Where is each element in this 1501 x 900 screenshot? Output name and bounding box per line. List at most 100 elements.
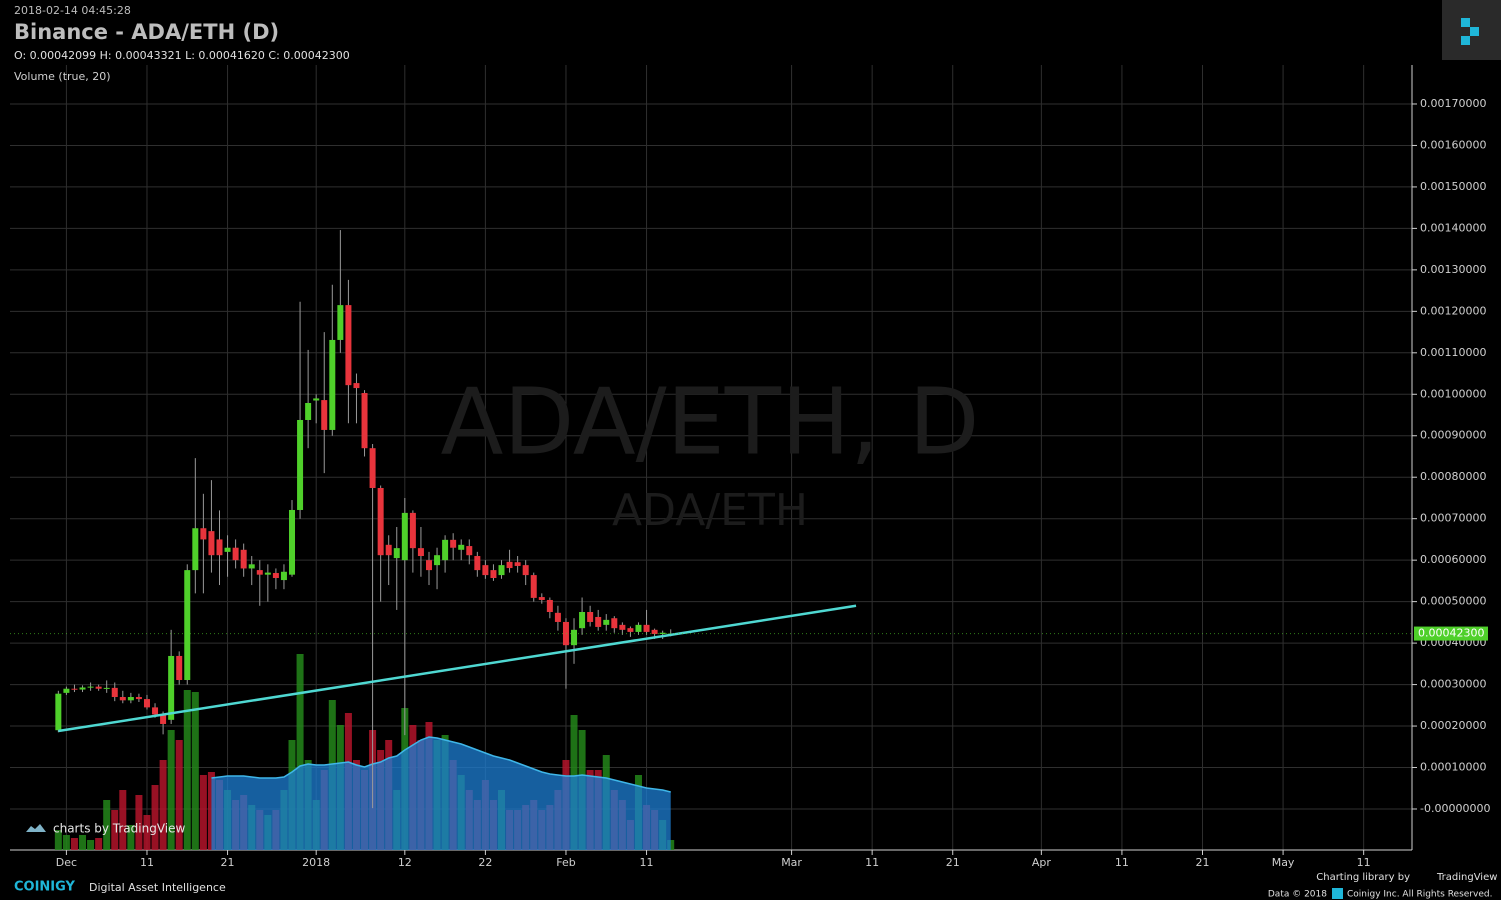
x-tick-label: 11	[640, 856, 654, 869]
candle-body	[184, 570, 191, 681]
candle-body	[619, 624, 626, 630]
candle-body	[192, 528, 199, 571]
candle-body	[442, 539, 449, 561]
candle-body	[514, 562, 521, 566]
candle-body	[393, 548, 400, 559]
x-tick-label: 22	[478, 856, 492, 869]
candle-body	[208, 531, 215, 556]
trendline	[58, 604, 857, 733]
candle-body	[369, 448, 376, 489]
volume-bar	[199, 775, 207, 850]
volume-bar	[183, 690, 191, 850]
volume-bar	[62, 835, 70, 850]
candle-body	[579, 611, 586, 629]
candle-body	[498, 565, 505, 576]
volume-ma-line	[211, 736, 671, 793]
candle-body	[603, 619, 610, 625]
tv-icon	[26, 824, 46, 832]
candle-body	[562, 621, 569, 646]
chart-title: Binance - ADA/ETH (D)	[14, 20, 279, 44]
candle-body	[474, 556, 481, 571]
candle-body	[417, 548, 424, 557]
tagline: Digital Asset Intelligence	[89, 881, 226, 894]
candle-body	[538, 597, 545, 600]
x-tick-label: 12	[398, 856, 412, 869]
volume-bar	[70, 838, 78, 850]
watermark-sub: ADA/ETH	[612, 485, 808, 536]
timestamp: 2018-02-14 04:45:28	[14, 4, 131, 17]
candle-body	[522, 565, 529, 576]
y-tick-label: 0.00060000	[1420, 553, 1486, 566]
logo-block	[1461, 18, 1470, 27]
y-tick-label: 0.00050000	[1420, 595, 1486, 608]
y-tick-label: 0.00140000	[1420, 221, 1486, 234]
candle-body	[160, 714, 167, 724]
candle-body	[361, 393, 368, 449]
candle-body	[546, 599, 553, 612]
volume-bar	[79, 835, 87, 850]
candle-body	[200, 528, 207, 540]
candle-body	[434, 555, 441, 566]
candle-body	[425, 560, 432, 571]
volume-bar	[159, 760, 167, 850]
volume-bar	[143, 815, 151, 850]
y-tick-label: 0.00080000	[1420, 470, 1486, 483]
candle-body	[280, 571, 287, 581]
candle-body	[111, 687, 118, 698]
y-tick-label: 0.00100000	[1420, 387, 1486, 400]
candle-body	[466, 546, 473, 556]
volume-bar	[54, 830, 62, 850]
candle-body	[490, 570, 497, 578]
candle-body	[103, 687, 110, 689]
volume-bar	[151, 785, 159, 850]
candle-body	[79, 687, 86, 690]
logo-block	[1470, 27, 1479, 36]
candle-body	[63, 688, 70, 693]
candle-body	[530, 575, 537, 598]
candle-body	[240, 549, 247, 569]
candle-body	[305, 402, 312, 420]
candle-body	[337, 305, 344, 340]
tv-badge: charts by TradingView	[26, 822, 185, 836]
candle-body	[297, 419, 304, 510]
candle-body	[95, 686, 102, 689]
candle-body	[127, 697, 134, 701]
y-tick-label: 0.00170000	[1420, 97, 1486, 110]
coinigy-icon	[1332, 888, 1343, 899]
candle-body	[571, 629, 578, 646]
x-tick-label: 2018	[302, 856, 330, 869]
last-price-box	[1414, 626, 1488, 641]
x-tick-label: 21	[1196, 856, 1210, 869]
candle-body	[168, 655, 175, 720]
y-tick-label: 0.00070000	[1420, 512, 1486, 525]
candle-body	[554, 612, 561, 622]
candle-body	[248, 564, 255, 569]
coinigy-logo: COINIGY	[14, 880, 76, 895]
x-tick-label: 21	[946, 856, 960, 869]
x-tick-label: 11	[1115, 856, 1129, 869]
candle-body	[345, 305, 352, 386]
candle-body	[329, 339, 336, 430]
y-tick-label: 0.00030000	[1420, 678, 1486, 691]
candle-body	[401, 512, 408, 561]
candle-body	[55, 693, 62, 731]
ohlc-legend: O: 0.00042099 H: 0.00043321 L: 0.0004162…	[14, 49, 350, 62]
x-tick-label: Apr	[1032, 856, 1052, 869]
candle-body	[353, 383, 360, 389]
candle-body	[321, 400, 328, 430]
library-name: TradingView	[1436, 872, 1497, 883]
y-tick-label: 0.00110000	[1420, 346, 1486, 359]
y-tick-label: 0.00020000	[1420, 719, 1486, 732]
volume-bar	[135, 795, 143, 850]
candle-body	[71, 688, 78, 690]
volume-bar	[167, 730, 175, 850]
y-tick-label: -0.00000000	[1420, 802, 1490, 815]
logo-block	[1461, 36, 1470, 45]
last-price-label: 0.00042300	[1418, 627, 1484, 640]
volume-bar	[103, 800, 111, 850]
candle-body	[458, 544, 465, 550]
x-tick-label: 11	[865, 856, 879, 869]
y-tick-label: 0.00090000	[1420, 429, 1486, 442]
volume-bar	[175, 740, 183, 850]
